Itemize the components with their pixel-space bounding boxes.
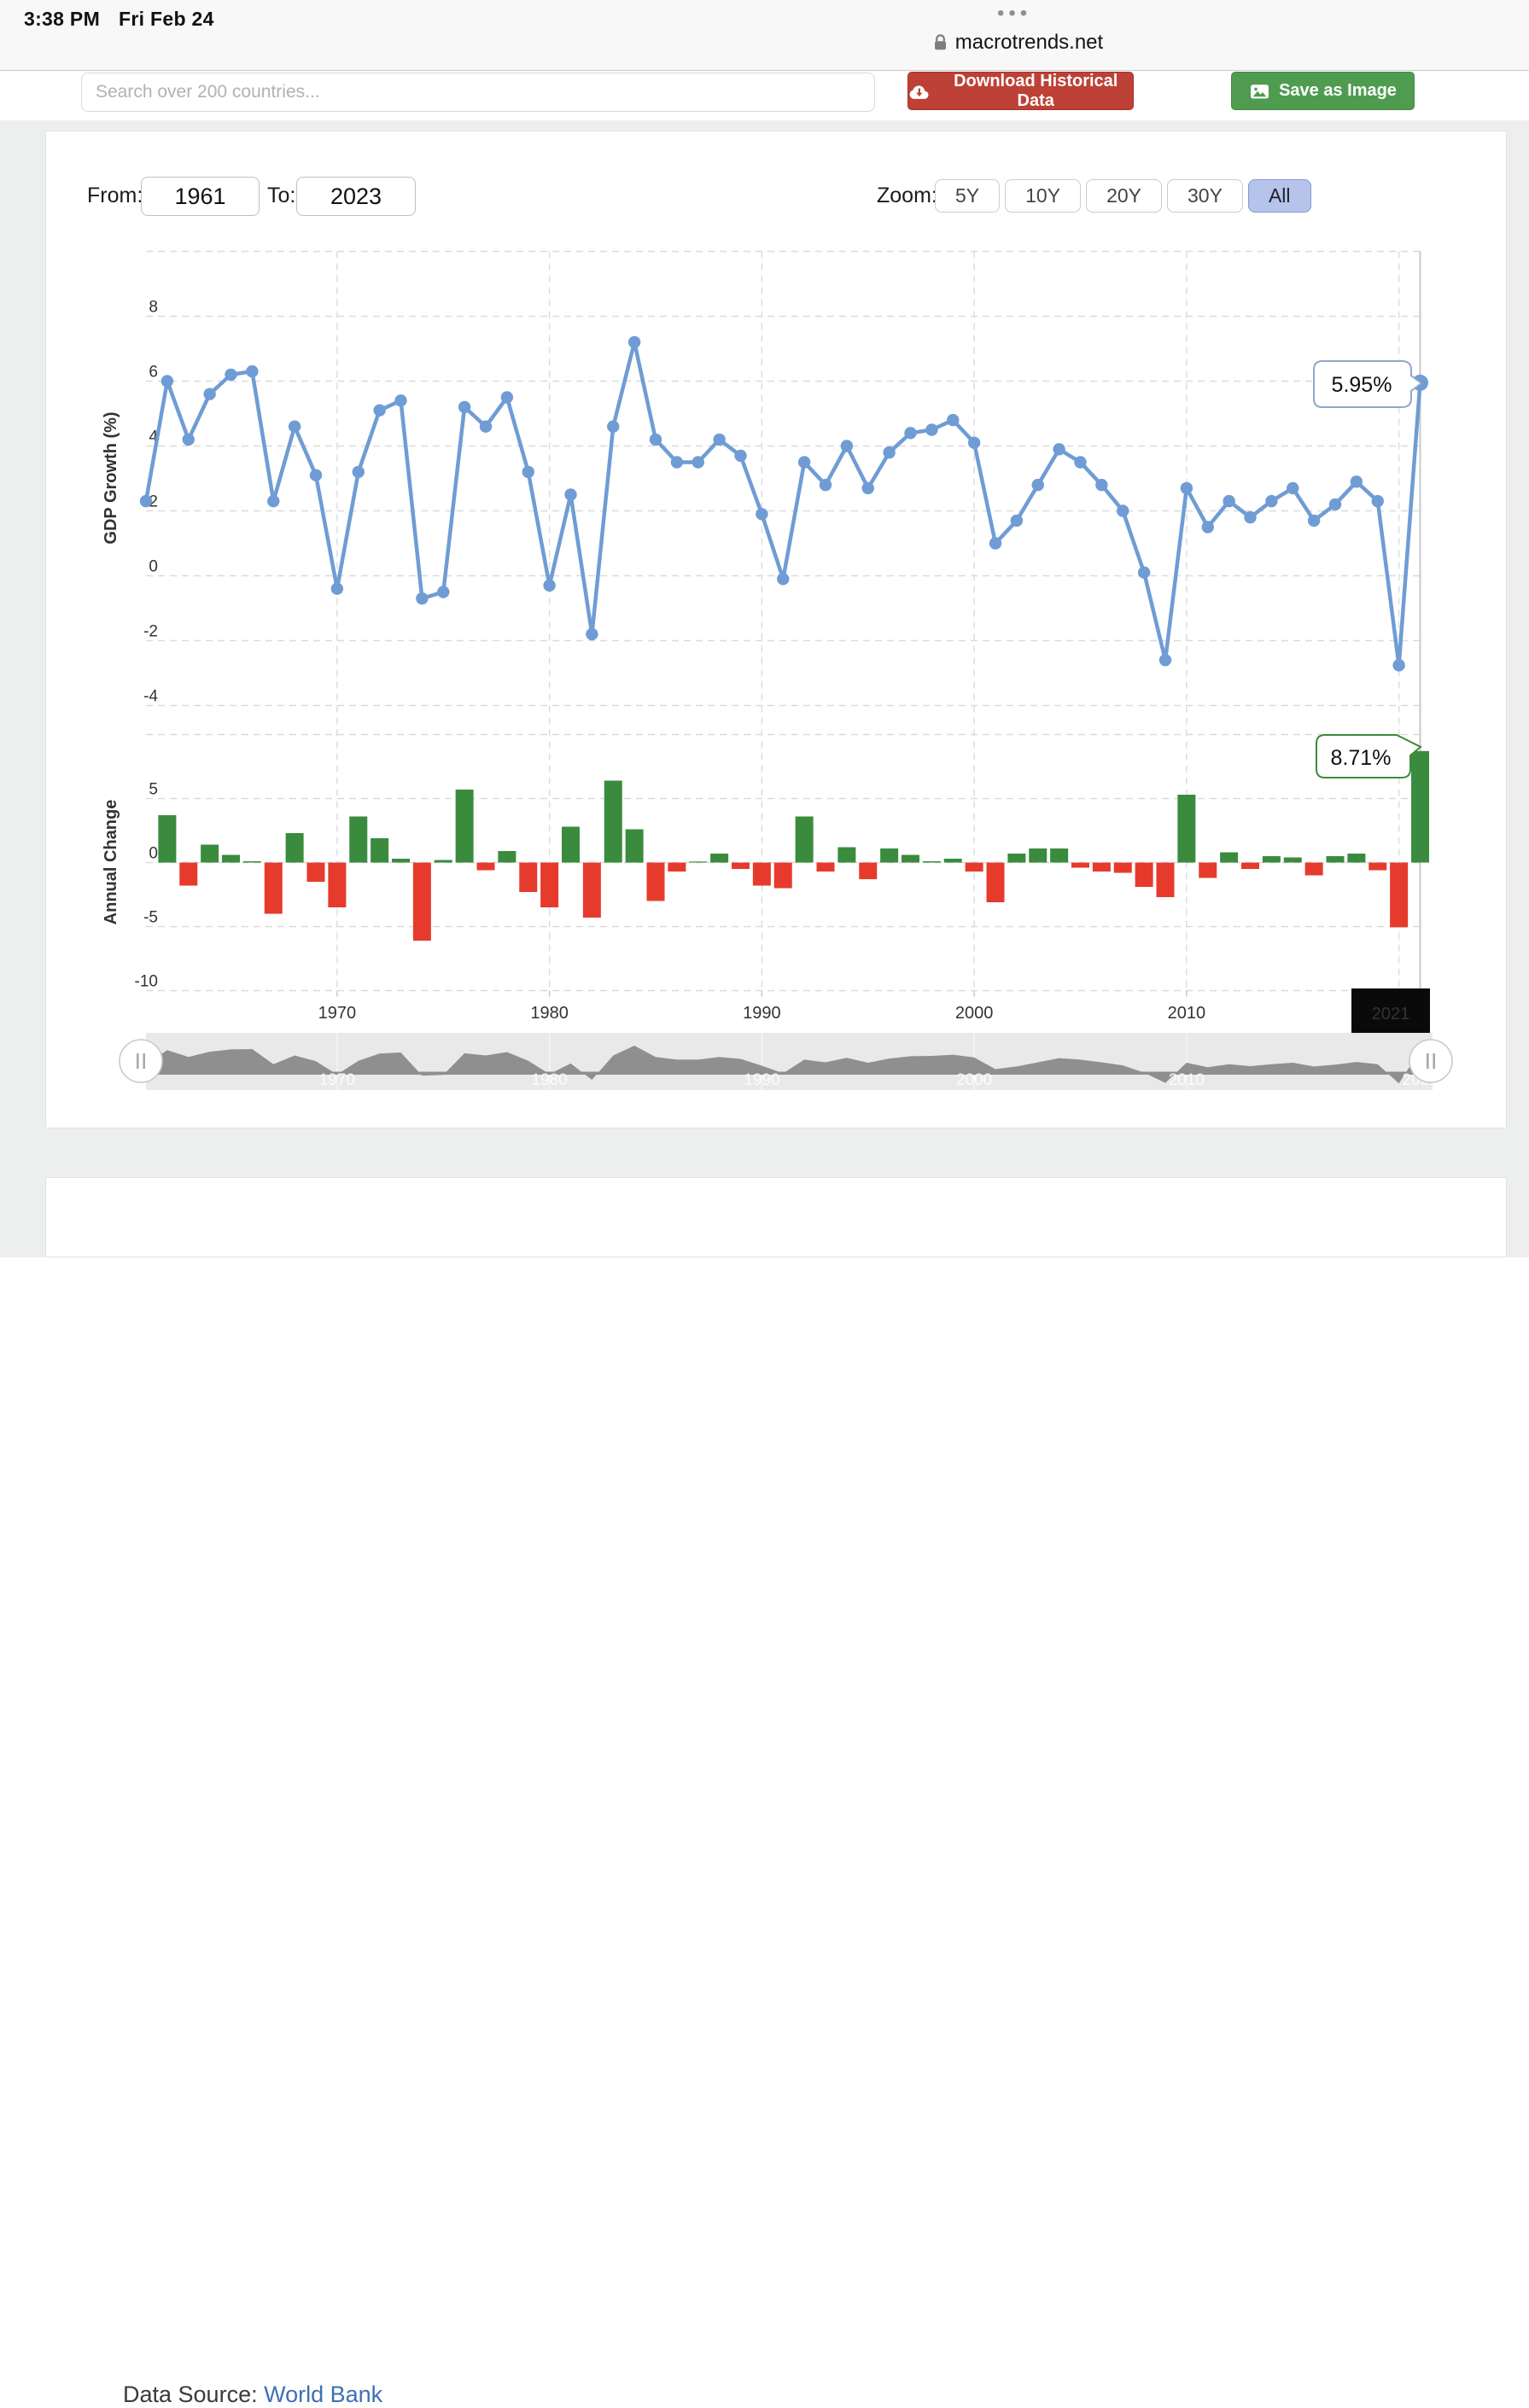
zoom-button-20y[interactable]: 20Y [1086,179,1163,213]
search-input[interactable] [81,73,875,112]
download-historical-data-button[interactable]: Download Historical Data [907,72,1134,110]
tab-overflow-dots-icon[interactable]: ••• [997,2,1032,25]
zoom-button-30y[interactable]: 30Y [1167,179,1243,213]
status-time: 3:38 PM [24,8,101,30]
save-as-image-button[interactable]: Save as Image [1231,72,1415,110]
cloud-download-icon [909,85,929,99]
status-bar: 3:38 PM Fri Feb 24 ••• macrotrends.net [0,0,1529,71]
to-year-input[interactable] [296,177,416,216]
zoom-button-5y[interactable]: 5Y [935,179,1001,213]
zoom-button-10y[interactable]: 10Y [1005,179,1082,213]
address-bar[interactable]: macrotrends.net [890,31,1146,55]
to-label: To: [267,184,296,207]
from-year-input[interactable] [141,177,260,216]
save-image-button-label: Save as Image [1279,81,1397,100]
from-label: From: [87,184,143,207]
zoom-button-all[interactable]: All [1247,179,1311,213]
data-source-line: Data Source: World Bank [123,2382,382,2408]
zoom-range-buttons: 5Y 10Y 20Y 30Y All [935,179,1311,213]
data-source-label: Data Source: [123,2382,265,2407]
lock-icon [934,34,946,50]
world-bank-link[interactable]: World Bank [264,2382,383,2407]
clock: 3:38 PM Fri Feb 24 [24,8,214,31]
chart-card [45,131,1507,1128]
image-icon [1251,84,1269,98]
zoom-label: Zoom: [877,184,937,207]
url-text: macrotrends.net [954,31,1104,54]
status-date: Fri Feb 24 [119,8,214,30]
download-button-label: Download Historical Data [954,71,1118,110]
footer-card: Data Source: World Bank [45,1177,1507,2407]
